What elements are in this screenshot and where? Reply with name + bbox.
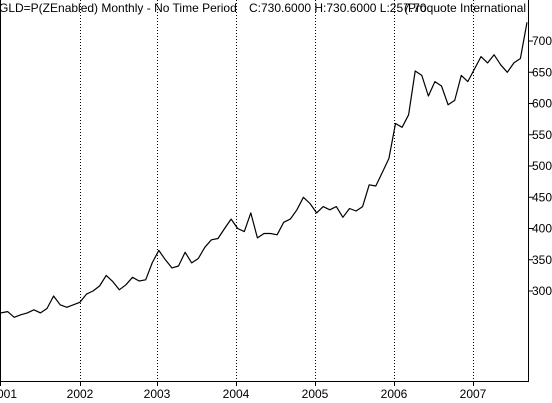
y-tick-label: 700 — [532, 34, 552, 48]
ohlc-readout: C:730.6000 H:730.6000 L:257.70 — [249, 1, 427, 15]
x-tick-label: 2004 — [223, 387, 250, 401]
chart-title: GLD=P(ZEnabled) Monthly - No Time Period — [0, 1, 237, 15]
y-tick-label: 650 — [532, 65, 552, 79]
year-gridlines — [80, 0, 474, 381]
x-tick-label: 2002 — [67, 387, 94, 401]
y-tick-label: 450 — [532, 190, 552, 204]
y-tick-label: 350 — [532, 253, 552, 267]
x-tick-label: 001 — [0, 387, 17, 401]
y-tick-label: 600 — [532, 97, 552, 111]
x-axis-ticks: 001 2002 2003 2004 2005 2006 2007 — [0, 381, 487, 401]
y-tick-label: 400 — [532, 222, 552, 236]
x-tick-label: 2005 — [302, 387, 329, 401]
y-tick-label: 500 — [532, 159, 552, 173]
y-axis-ticks: 300 350 400 450 500 550 600 650 700 — [528, 34, 552, 298]
y-tick-label: 550 — [532, 128, 552, 142]
x-tick-label: 2006 — [381, 387, 408, 401]
x-tick-label: 2003 — [144, 387, 171, 401]
x-tick-label: 2007 — [460, 387, 487, 401]
data-source: (Proquote International — [404, 1, 526, 15]
price-series-line — [0, 22, 528, 318]
y-tick-label: 300 — [532, 284, 552, 298]
